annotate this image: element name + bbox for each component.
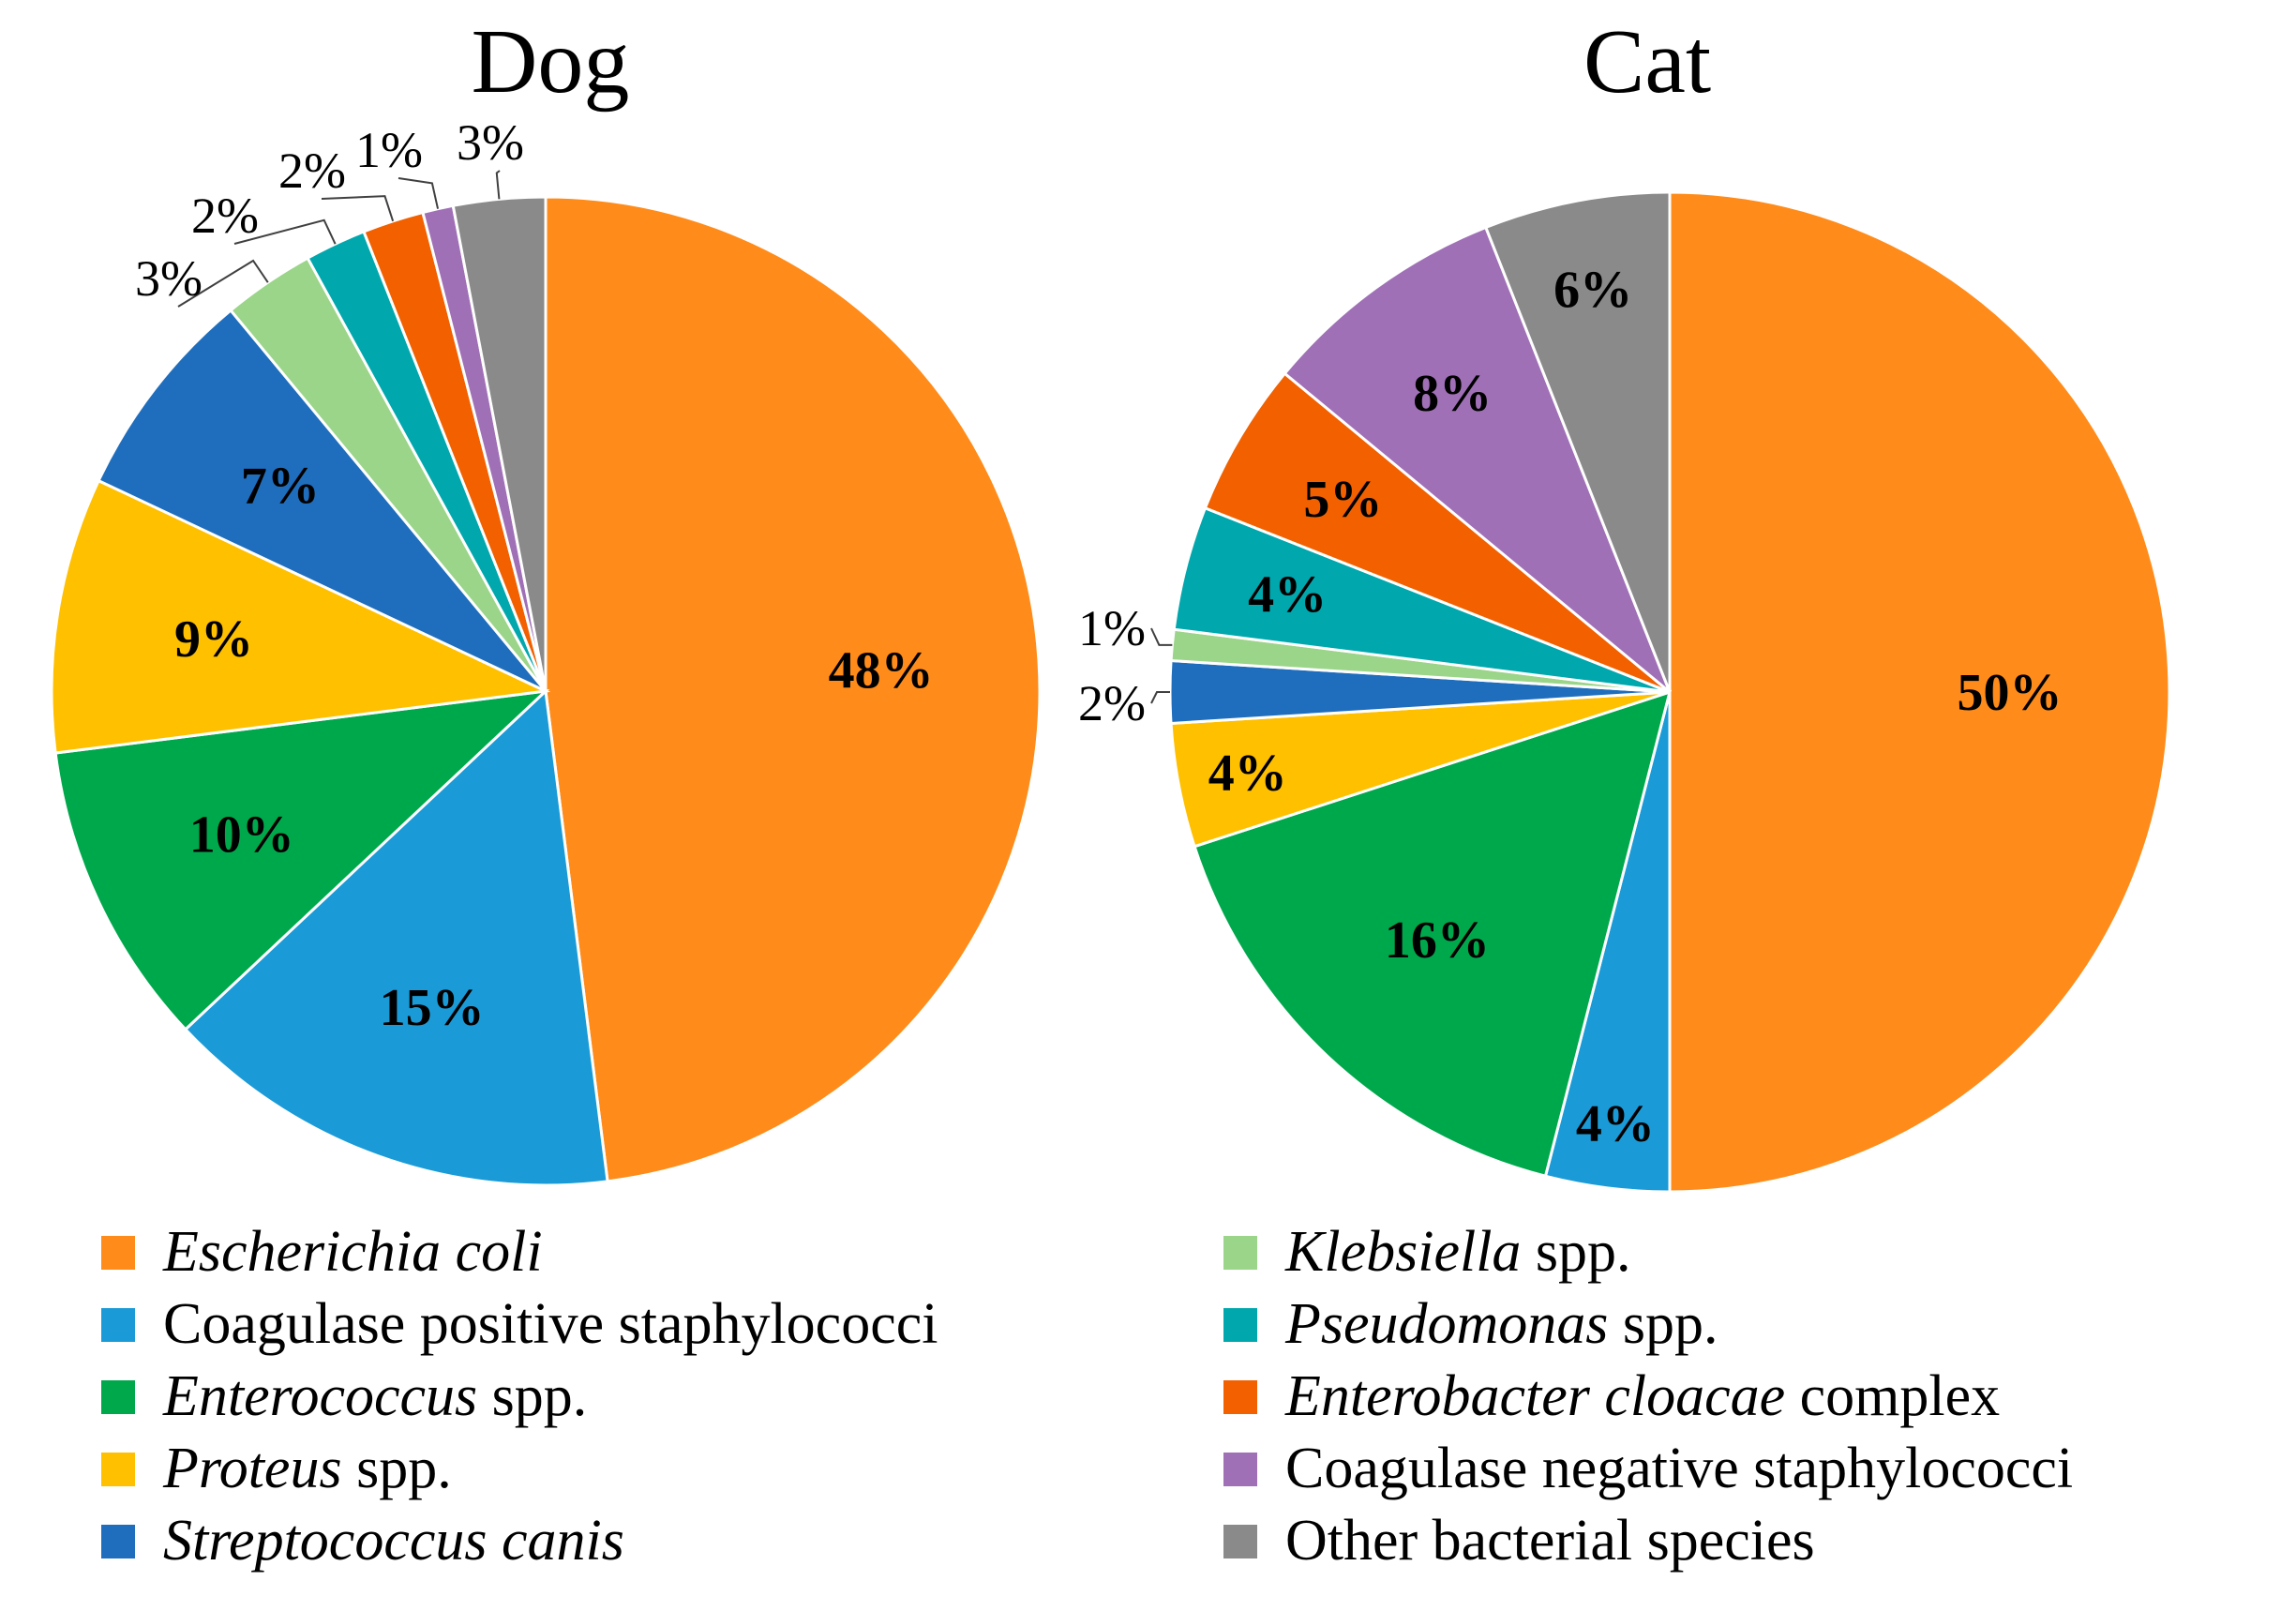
- legend-swatch: [1223, 1524, 1257, 1558]
- dog-leader-pseudomonas-spp: [233, 218, 337, 245]
- legend-label-italic: Streptococcus canis: [163, 1509, 624, 1573]
- cat-slice-coagulase-negative-staphylococci[interactable]: [1283, 225, 1672, 694]
- legend-label-plain: spp.: [1608, 1292, 1718, 1356]
- legend-label-italic: Klebsiella: [1285, 1220, 1522, 1284]
- dog-label-enterococcus-spp: 10%: [189, 806, 294, 865]
- legend-label: Coagulase positive staphylococci: [163, 1291, 938, 1358]
- cat-label-other-bacterial-species: 6%: [1553, 262, 1632, 320]
- legend-label-italic: Enterobacter cloacae: [1285, 1364, 1786, 1428]
- dog-chart-title: Dog: [471, 11, 630, 113]
- legend-label: Enterobacter cloacae complex: [1285, 1363, 2000, 1430]
- dog-leader-enterobacter-cloacae-complex: [321, 195, 395, 222]
- cat-label-enterococcus-spp: 16%: [1385, 911, 1490, 970]
- cat-label-proteus-spp: 4%: [1208, 745, 1287, 803]
- legend-swatch: [101, 1524, 135, 1558]
- legend-item-pseudomonas-spp[interactable]: Pseudomonas spp.: [1223, 1288, 2073, 1361]
- dog-pie: 48%15%10%9%7%3%2%2% 1% 3%: [50, 114, 1042, 1187]
- cat-label-coagulase-negative-staphylococci: 8%: [1413, 365, 1492, 423]
- legend-swatch: [101, 1307, 135, 1342]
- legend-swatch: [101, 1452, 135, 1486]
- dog-slice-proteus-spp[interactable]: [50, 478, 551, 755]
- legend-label: Streptococcus canis: [163, 1508, 624, 1574]
- cat-leader-klebsiella-spp: [1150, 627, 1173, 646]
- cat-label-streptococcus-canis: 2%: [1078, 675, 1146, 731]
- legend-label: Proteus spp.: [163, 1436, 452, 1502]
- legend-right-column: Klebsiella spp. Pseudomonas spp. Enterobac…: [1223, 1216, 2073, 1577]
- legend-item-enterobacter-cloacae-complex[interactable]: Enterobacter cloacae complex: [1223, 1361, 2073, 1433]
- legend-label: Escherichia coli: [163, 1219, 543, 1286]
- dog-label-other-bacterial-species: 3%: [457, 114, 524, 171]
- legend-swatch: [1223, 1235, 1257, 1270]
- dog-leader-other-bacterial-species: [495, 170, 501, 200]
- dog-leader-klebsiella-spp: [177, 259, 269, 308]
- cat-chart-title: Cat: [1583, 11, 1712, 113]
- cat-pie: 50% 4% 16% 4% 2% 1% 4% 5% 8% 6%: [1078, 190, 2171, 1194]
- dog-slice-other-bacterial-species[interactable]: [451, 195, 548, 692]
- legend-label-plain: Other bacterial species: [1285, 1509, 1815, 1573]
- legend-label: Klebsiella spp.: [1285, 1219, 1631, 1286]
- legend-left-column: Escherichia coli Coagulase positive staph…: [101, 1216, 938, 1577]
- legend-label-italic: Proteus: [163, 1437, 342, 1500]
- cat-label-pseudomonas-spp: 4%: [1248, 565, 1327, 624]
- legend-swatch: [1223, 1307, 1257, 1342]
- dog-leader-coagulase-negative-staphylococci: [398, 177, 440, 209]
- legend-item-escherichia-coli[interactable]: Escherichia coli: [101, 1216, 938, 1288]
- legend-label-plain: Coagulase positive staphylococci: [163, 1292, 938, 1356]
- legend-item-streptococcus-canis[interactable]: Streptococcus canis: [101, 1505, 938, 1577]
- legend-label-plain: spp.: [1521, 1220, 1631, 1284]
- cat-label-klebsiella-spp: 1%: [1078, 600, 1146, 656]
- dog-label-coagulase-positive-staphylococci: 15%: [380, 979, 485, 1037]
- legend-item-enterococcus-spp[interactable]: Enterococcus spp.: [101, 1361, 938, 1433]
- dog-slice-escherichia-coli[interactable]: [544, 195, 1042, 1183]
- legend-swatch: [1223, 1452, 1257, 1486]
- legend-item-coagulase-negative-staphylococci[interactable]: Coagulase negative staphylococci: [1223, 1433, 2073, 1505]
- dog-label-enterobacter-cloacae-complex: 2%: [278, 143, 346, 199]
- cat-label-coagulase-positive-staphylococci: 4%: [1576, 1095, 1655, 1153]
- legend-label-italic: Escherichia coli: [163, 1220, 543, 1284]
- legend-label-plain: Coagulase negative staphylococci: [1285, 1437, 2074, 1500]
- legend-swatch: [101, 1235, 135, 1270]
- cat-label-enterobacter-cloacae-complex: 5%: [1303, 471, 1382, 529]
- cat-leader-streptococcus-canis: [1150, 691, 1170, 704]
- legend-label-plain: spp.: [477, 1364, 588, 1428]
- legend-label: Enterococcus spp.: [163, 1363, 587, 1430]
- legend-item-proteus-spp[interactable]: Proteus spp.: [101, 1433, 938, 1505]
- dog-slice-coagulase-positive-staphylococci[interactable]: [183, 687, 609, 1187]
- cat-slice-escherichia-coli[interactable]: [1668, 190, 2171, 1194]
- legend-label-italic: Enterococcus: [163, 1364, 478, 1428]
- dog-slice-enterococcus-spp[interactable]: [53, 688, 550, 1031]
- dog-label-pseudomonas-spp: 2%: [191, 188, 259, 244]
- cat-slice-enterococcus-spp[interactable]: [1193, 689, 1673, 1179]
- legend-label-plain: spp.: [341, 1437, 452, 1500]
- dog-label-streptococcus-canis: 7%: [241, 457, 320, 515]
- dog-label-coagulase-negative-staphylococci: 1%: [355, 122, 423, 178]
- legend-item-other-bacterial-species[interactable]: Other bacterial species: [1223, 1505, 2073, 1577]
- dog-label-klebsiella-spp: 3%: [135, 250, 203, 307]
- legend-item-klebsiella-spp[interactable]: Klebsiella spp.: [1223, 1216, 2073, 1288]
- legend-item-coagulase-positive-staphylococci[interactable]: Coagulase positive staphylococci: [101, 1288, 938, 1361]
- cat-label-escherichia-coli: 50%: [1957, 664, 2062, 722]
- dog-slice-streptococcus-canis[interactable]: [97, 308, 548, 693]
- legend-label-plain: complex: [1785, 1364, 2001, 1428]
- legend-label: Other bacterial species: [1285, 1508, 1815, 1574]
- cat-slice-enterobacter-cloacae-complex[interactable]: [1203, 371, 1671, 694]
- legend-label: Coagulase negative staphylococci: [1285, 1436, 2073, 1502]
- dog-label-proteus-spp: 9%: [174, 610, 253, 669]
- legend-swatch: [1223, 1379, 1257, 1414]
- legend-label: Pseudomonas spp.: [1285, 1291, 1718, 1358]
- dog-label-escherichia-coli: 48%: [829, 641, 934, 700]
- legend-label-italic: Pseudomonas: [1285, 1292, 1609, 1356]
- legend-swatch: [101, 1379, 135, 1414]
- cat-slice-other-bacterial-species[interactable]: [1483, 190, 1672, 693]
